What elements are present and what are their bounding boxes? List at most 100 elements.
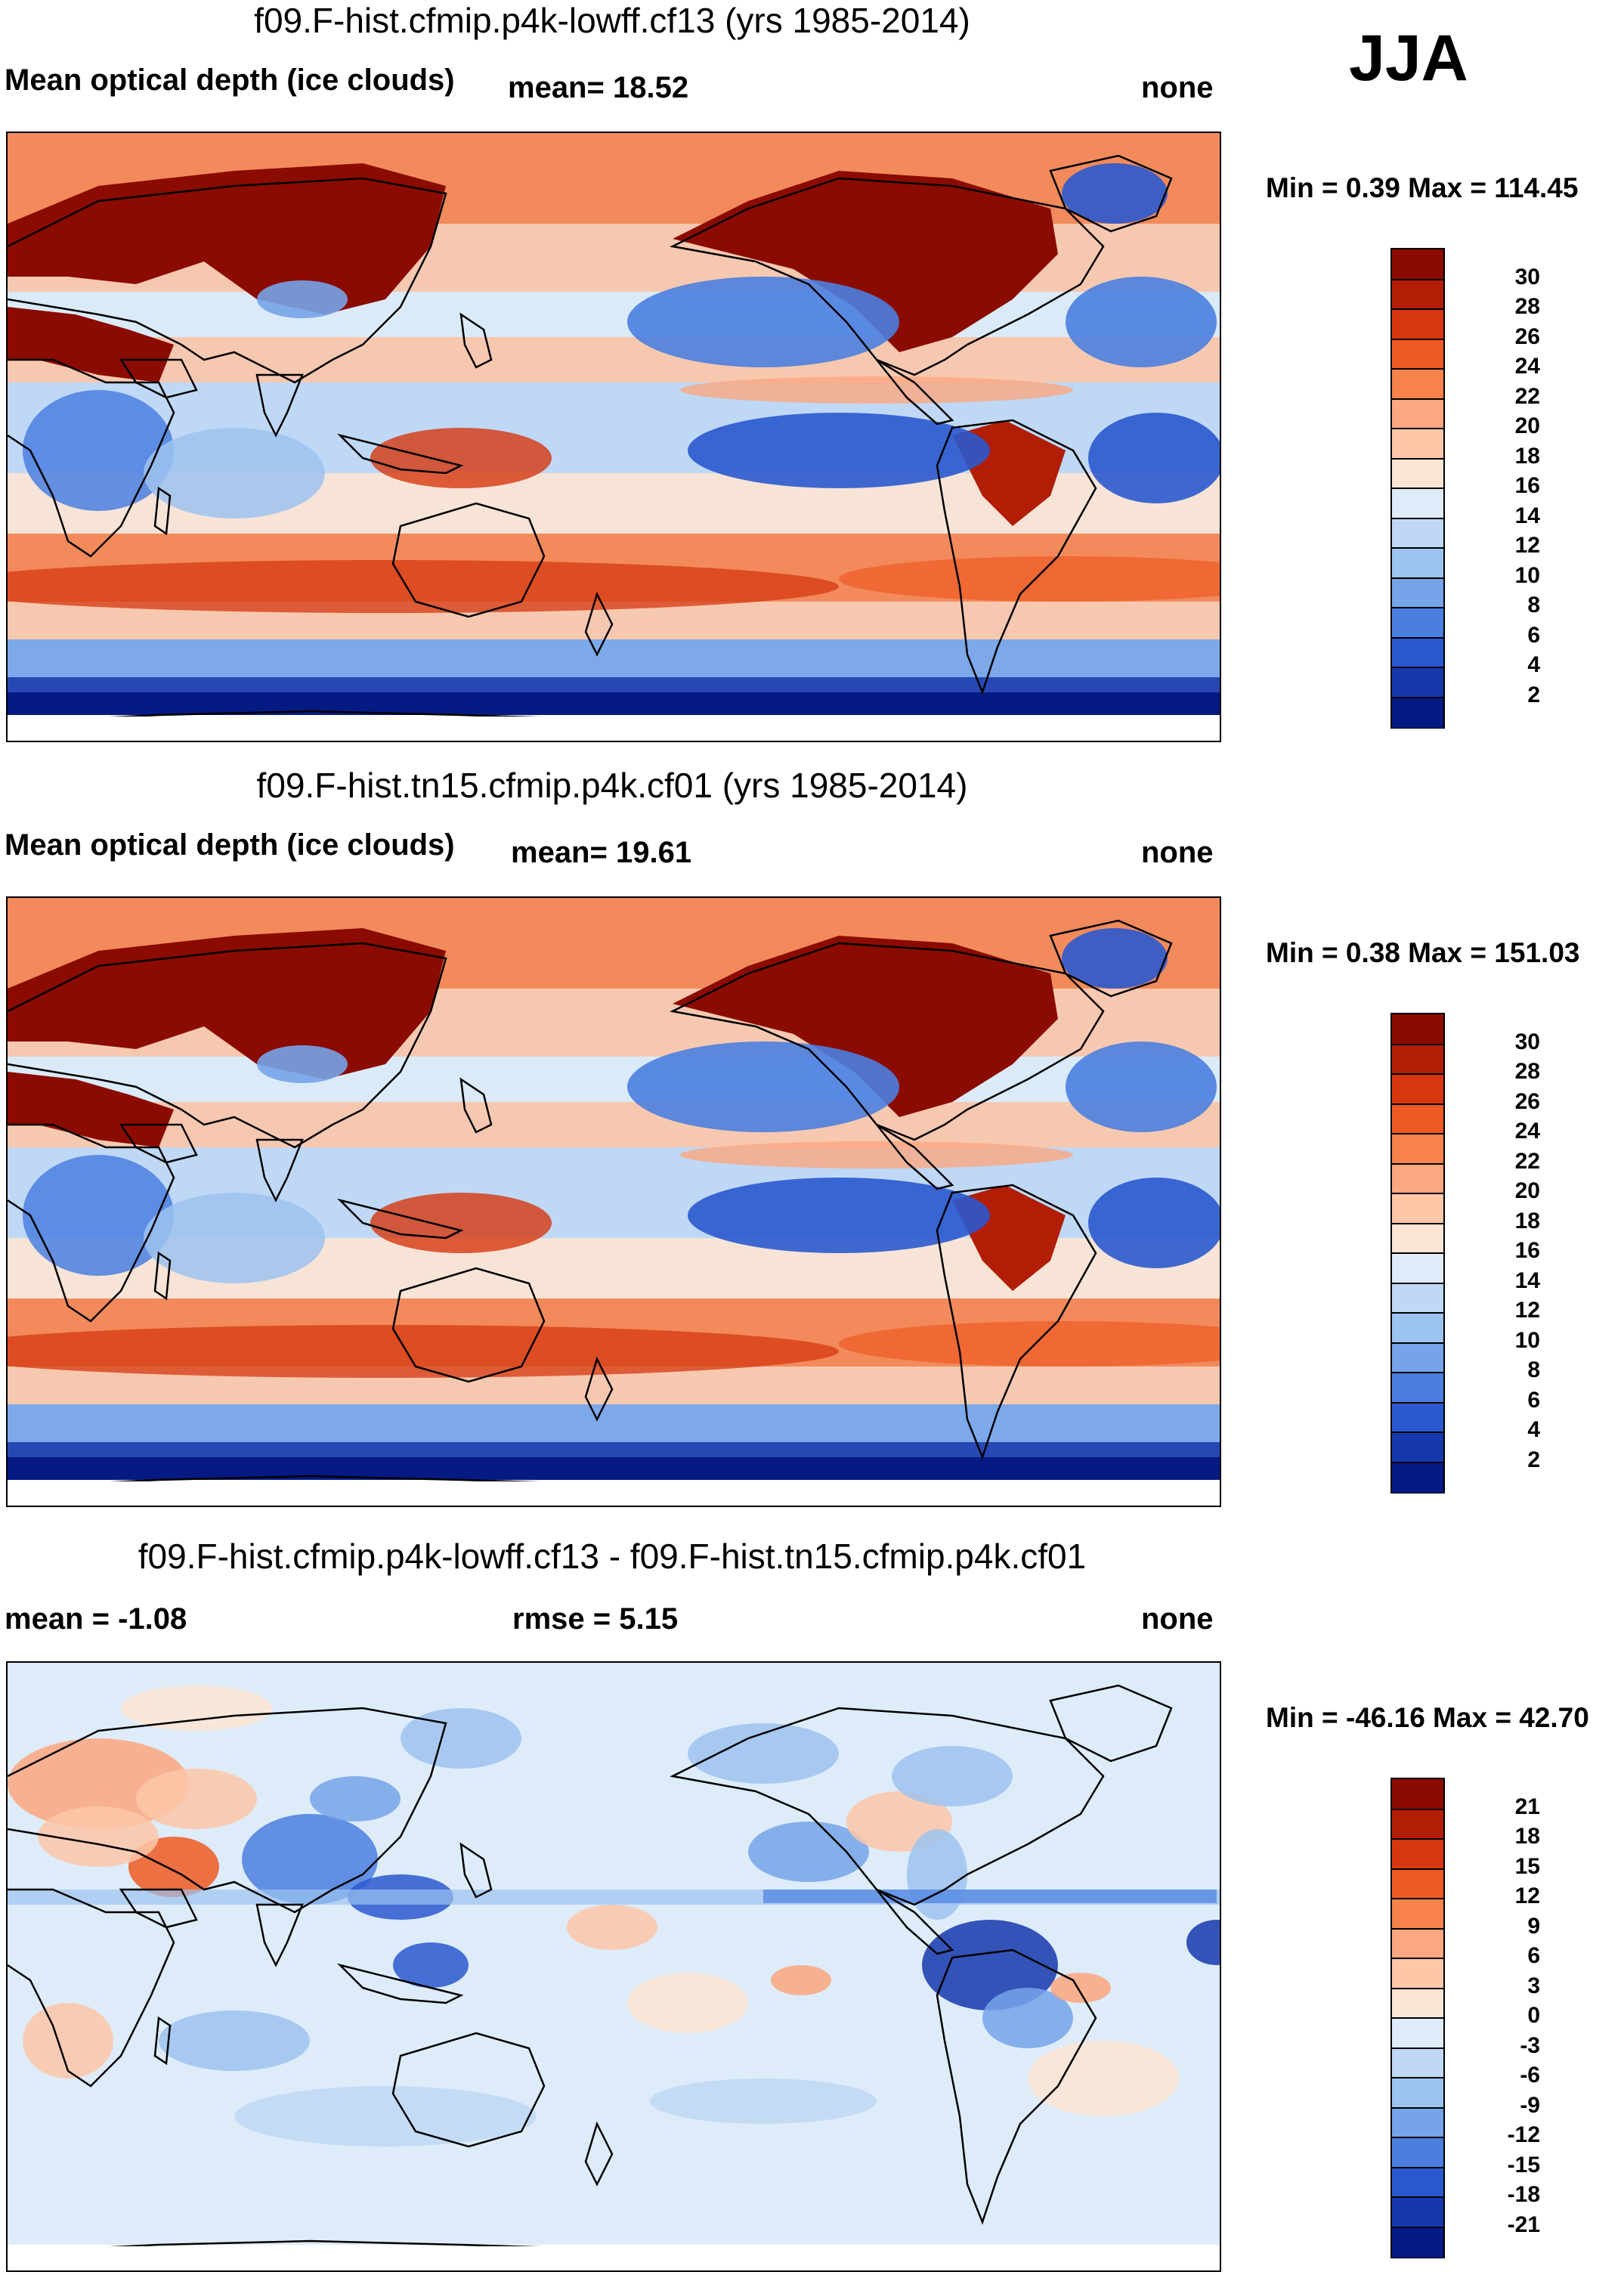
colorbar-tick-label: 30 [1514, 1029, 1540, 1054]
colorbar-separator [1392, 1958, 1443, 1959]
coastline [459, 312, 493, 369]
coastline [670, 1707, 1105, 1906]
model1-colorbar [1390, 248, 1445, 729]
coastline [336, 1963, 464, 2004]
colorbar-segment [1392, 309, 1443, 340]
coastline [584, 1356, 614, 1422]
colorbar-separator [1392, 696, 1443, 698]
colorbar-segment [1392, 1134, 1443, 1165]
colorbar-tick-label: -12 [1507, 2122, 1540, 2147]
colorbar-tick-label: 4 [1527, 652, 1540, 677]
colorbar-segment [1392, 279, 1443, 310]
colorbar-separator [1392, 2017, 1443, 2019]
colorbar-tick-label: 26 [1514, 1088, 1540, 1114]
colorbar-tick-label: 24 [1514, 354, 1540, 379]
coastline [1049, 1684, 1173, 1763]
coastline [584, 591, 614, 657]
colorbar-tick-label: 12 [1514, 1883, 1540, 1908]
colorbar-segment [1392, 1163, 1443, 1194]
colorbar-tick-label: 24 [1514, 1119, 1540, 1144]
colorbar-segment [1392, 2078, 1443, 2109]
model2-colorbar [1390, 1013, 1445, 1493]
colorbar-separator [1392, 428, 1443, 429]
coastline [876, 358, 954, 426]
colorbar-tick-label: 8 [1527, 593, 1540, 618]
colorbar-tick-label: 10 [1514, 1327, 1540, 1353]
difference-map-frame [6, 1661, 1221, 2272]
colorbar-segment [1392, 2137, 1443, 2168]
colorbar-separator [1392, 1162, 1443, 1165]
colorbar-segment [1392, 398, 1443, 429]
model1-map-frame [6, 132, 1221, 742]
colorbar-tick-label: 30 [1514, 264, 1540, 289]
colorbar-tick-label: 14 [1514, 1268, 1540, 1293]
colorbar-segment [1392, 1958, 1443, 1989]
colorbar-segment [1392, 1462, 1443, 1493]
colorbar-segment [1392, 1839, 1443, 1870]
colorbar-tick-label: 20 [1514, 413, 1540, 438]
colorbar-separator [1392, 517, 1443, 519]
colorbar-separator [1392, 398, 1443, 400]
colorbar-tick-label: 20 [1514, 1178, 1540, 1203]
colorbar-separator [1392, 1312, 1443, 1314]
colorbar-separator [1392, 1987, 1443, 1989]
coastline [8, 358, 175, 558]
colorbar-separator [1392, 667, 1443, 668]
colorbar-tick-label: 6 [1527, 1387, 1540, 1413]
coastline [391, 2032, 546, 2148]
colorbar-segment [1392, 1373, 1443, 1404]
colorbar-segment [1392, 1809, 1443, 1840]
colorbar-separator [1392, 338, 1443, 340]
colorbar-separator [1392, 1342, 1443, 1344]
coastline [1049, 154, 1173, 233]
colorbar-tick-label: 28 [1514, 1059, 1540, 1084]
coastline [255, 373, 304, 438]
colorbar-separator [1392, 1838, 1443, 1840]
coastline [936, 1948, 1097, 2225]
colorbar-separator [1392, 1073, 1443, 1075]
coastline [119, 1123, 198, 1164]
colorbar-tick-label: 12 [1514, 1298, 1540, 1323]
panel3-units: none [1141, 1602, 1214, 1636]
colorbar-separator [1392, 1133, 1443, 1134]
colorbar-tick-label: 18 [1514, 1824, 1540, 1849]
colorbar-segment [1392, 2018, 1443, 2049]
colorbar-separator [1392, 547, 1443, 549]
colorbar-segment [1392, 1313, 1443, 1344]
colorbar-tick-label: -21 [1507, 2212, 1540, 2237]
colorbar-separator [1392, 1282, 1443, 1284]
colorbar-separator [1392, 1432, 1443, 1433]
colorbar-segment [1392, 339, 1443, 370]
colorbar-separator [1392, 2077, 1443, 2078]
colorbar-separator [1392, 308, 1443, 310]
colorbar-tick-label: 28 [1514, 294, 1540, 319]
coastline [8, 177, 447, 384]
colorbar-tick-label: 0 [1527, 2003, 1540, 2028]
colorbar-tick-label: 2 [1527, 1447, 1540, 1472]
panel1-minmax: Min = 0.39 Max = 114.45 [1266, 172, 1579, 203]
colorbar-tick-label: 22 [1514, 1148, 1540, 1174]
coastline [255, 1138, 304, 1202]
colorbar-tick-label: -6 [1520, 2063, 1540, 2088]
coastline [8, 942, 447, 1149]
coastline [119, 1888, 198, 1929]
colorbar-separator [1392, 1372, 1443, 1373]
colorbar-segment [1392, 1253, 1443, 1284]
colorbar-tick-label: 8 [1527, 1357, 1540, 1382]
colorbar-tick-label: 3 [1527, 1973, 1540, 1998]
colorbar-tick-label: 6 [1527, 1943, 1540, 1968]
colorbar-segment [1392, 2107, 1443, 2138]
colorbar-separator [1392, 1222, 1443, 1224]
colorbar-segment [1392, 1193, 1443, 1224]
colorbar-segment [1392, 458, 1443, 489]
model1-map [8, 133, 1220, 741]
panel1-mean: mean= 18.52 [508, 71, 689, 104]
coastline [584, 2121, 614, 2187]
coastline [1049, 919, 1173, 998]
colorbar-segment [1392, 429, 1443, 460]
colorbar-segment [1392, 608, 1443, 639]
colorbar-segment [1392, 1928, 1443, 1959]
panel2-variable-label: Mean optical depth (ice clouds) [5, 828, 455, 862]
colorbar-segment [1392, 1223, 1443, 1254]
colorbar-segment [1392, 1044, 1443, 1075]
